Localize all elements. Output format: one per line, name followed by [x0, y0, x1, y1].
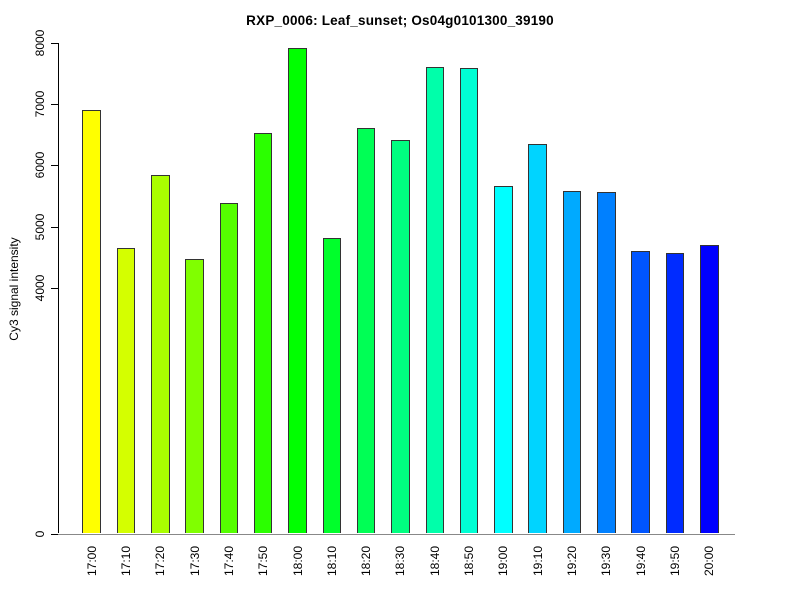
x-tick-label: 18:20: [359, 545, 374, 576]
bar-18:30: [391, 139, 410, 534]
x-tick-label: 17:10: [118, 545, 133, 576]
x-tick-label: 19:50: [668, 545, 683, 576]
y-tick-mark: [50, 226, 58, 228]
y-tick-label: 8000: [32, 29, 47, 57]
x-tick-label: 17:00: [84, 545, 99, 576]
bar-17:30: [185, 258, 204, 534]
x-tick-label: 17:50: [256, 545, 271, 576]
bar-17:20: [150, 174, 170, 534]
x-tick-label: 19:30: [599, 545, 614, 576]
x-tick-label: 18:40: [427, 545, 442, 576]
x-tick-label: 18:00: [290, 545, 305, 576]
x-tick-label: 19:20: [565, 545, 580, 576]
x-tick-label: 20:00: [702, 545, 717, 576]
y-tick-mark: [50, 288, 58, 290]
y-tick-label: 7000: [32, 90, 47, 118]
y-axis-line: [57, 42, 59, 534]
bar-20:00: [700, 244, 719, 534]
y-tick-mark: [50, 533, 58, 535]
x-tick-label: 18:30: [393, 545, 408, 576]
bar-17:40: [219, 202, 239, 534]
bar-19:20: [562, 190, 582, 534]
x-tick-label: 18:50: [462, 545, 477, 576]
x-tick-label: 17:40: [221, 545, 236, 576]
y-tick-label: 4000: [32, 274, 47, 302]
bar-18:00: [288, 47, 307, 534]
y-tick-mark: [50, 104, 58, 106]
y-tick-mark: [50, 42, 58, 44]
bar-19:50: [665, 252, 685, 534]
y-tick-label: 0: [32, 530, 47, 537]
chart-title: RXP_0006: Leaf_sunset; Os04g0101300_3919…: [246, 13, 554, 28]
bar-19:00: [494, 185, 513, 534]
bar-18:10: [322, 237, 342, 534]
y-tick-label: 5000: [32, 213, 47, 241]
y-tick-mark: [50, 165, 58, 167]
x-tick-label: 18:10: [324, 545, 339, 576]
x-tick-label: 19:00: [496, 545, 511, 576]
bar-17:00: [82, 110, 101, 534]
x-tick-label: 17:30: [187, 545, 202, 576]
y-tick-label: 6000: [32, 152, 47, 179]
bar-17:50: [253, 132, 273, 534]
bar-17:10: [116, 247, 136, 534]
bar-18:50: [459, 67, 479, 534]
x-baseline: [57, 533, 735, 535]
x-tick-label: 17:20: [153, 545, 168, 576]
bar-19:10: [528, 144, 548, 534]
bar-19:30: [597, 191, 616, 534]
x-tick-label: 19:40: [633, 545, 648, 576]
x-tick-label: 19:10: [530, 545, 545, 576]
bar-19:40: [631, 250, 650, 534]
bar-18:40: [425, 66, 445, 534]
bar-18:20: [356, 128, 376, 534]
